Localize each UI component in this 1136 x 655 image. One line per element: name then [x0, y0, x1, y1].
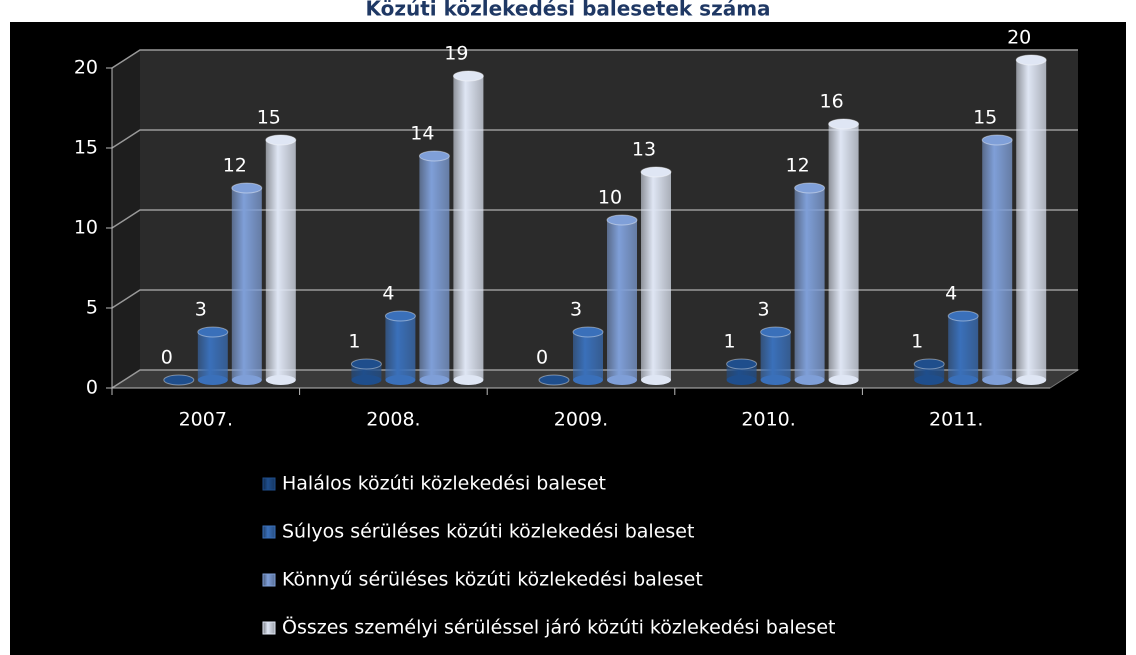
- legend-swatch: [262, 477, 276, 491]
- bar-cap: [640, 166, 672, 178]
- bar-cap: [760, 326, 792, 338]
- y-tick-label: 5: [86, 297, 98, 319]
- data-label: 12: [223, 155, 247, 177]
- bar: [948, 316, 979, 380]
- bar: [573, 332, 603, 380]
- bar-cap: [231, 182, 263, 194]
- grid-line: [111, 49, 1078, 69]
- legend-label: Halálos közúti közlekedési baleset: [282, 473, 606, 495]
- bar-cap: [572, 326, 604, 338]
- data-label: 19: [444, 43, 468, 65]
- legend-label: Könnyű sérüléses közúti közlekedési bale…: [282, 569, 703, 591]
- legend-label: Súlyos sérüléses közúti közlekedési bale…: [282, 521, 694, 543]
- bar: [453, 76, 484, 380]
- bar-cap: [1015, 54, 1047, 66]
- data-label: 10: [598, 187, 622, 209]
- bar: [760, 332, 791, 380]
- legend-label: Összes személyi sérüléssel járó közúti k…: [282, 616, 835, 639]
- bar: [197, 332, 228, 380]
- bar-cap: [163, 374, 195, 386]
- x-tick-label: 2011.: [929, 409, 983, 431]
- bar-cap: [265, 134, 297, 146]
- x-tick-label: 2009.: [554, 409, 608, 431]
- data-label: 1: [724, 331, 736, 353]
- y-tick-label: 0: [86, 377, 98, 399]
- data-label: 12: [786, 155, 810, 177]
- bar: [1016, 60, 1047, 380]
- data-label: 4: [382, 283, 394, 305]
- bar-cap: [452, 70, 484, 82]
- data-label: 16: [820, 91, 844, 113]
- bar-cap: [828, 118, 860, 130]
- legend-swatch: [262, 621, 276, 635]
- bar: [641, 172, 671, 380]
- bar: [385, 316, 416, 380]
- bar: [828, 124, 859, 380]
- bar: [231, 188, 262, 380]
- bar-cap: [538, 374, 570, 386]
- data-label: 14: [410, 123, 434, 145]
- bar: [419, 156, 450, 380]
- data-label: 4: [945, 283, 957, 305]
- data-label: 3: [570, 299, 582, 321]
- bar-cap: [947, 310, 979, 322]
- grid-line: [111, 129, 1078, 149]
- bar-cap: [794, 182, 826, 194]
- bar: [607, 220, 637, 380]
- bar: [794, 188, 825, 380]
- bar-cap: [384, 310, 416, 322]
- legend-swatch: [262, 573, 276, 587]
- y-tick-label: 10: [74, 217, 98, 239]
- data-label: 15: [257, 107, 281, 129]
- bar-cap: [418, 150, 450, 162]
- data-label: 20: [1007, 27, 1031, 49]
- y-tick-label: 20: [74, 57, 98, 79]
- data-label: 1: [911, 331, 923, 353]
- bar: [265, 140, 296, 380]
- legend-swatch: [262, 525, 276, 539]
- x-tick-label: 2008.: [366, 409, 420, 431]
- data-label: 3: [758, 299, 770, 321]
- bar-cap: [981, 134, 1013, 146]
- bar-cap: [913, 358, 945, 370]
- data-label: 0: [536, 347, 548, 369]
- bar-cap: [350, 358, 382, 370]
- x-tick-label: 2010.: [741, 409, 795, 431]
- bar-cap: [606, 214, 638, 226]
- bar-cap: [726, 358, 758, 370]
- bar: [982, 140, 1013, 380]
- bar-cap: [197, 326, 229, 338]
- data-label: 13: [632, 139, 656, 161]
- chart-title: Közúti közlekedési balesetek száma: [365, 0, 770, 21]
- y-tick-label: 15: [74, 137, 98, 159]
- grid-line: [111, 209, 1078, 229]
- data-label: 3: [195, 299, 207, 321]
- data-label: 0: [161, 347, 173, 369]
- x-tick-label: 2007.: [179, 409, 233, 431]
- data-label: 15: [973, 107, 997, 129]
- data-label: 1: [348, 331, 360, 353]
- grid-line: [111, 289, 1078, 309]
